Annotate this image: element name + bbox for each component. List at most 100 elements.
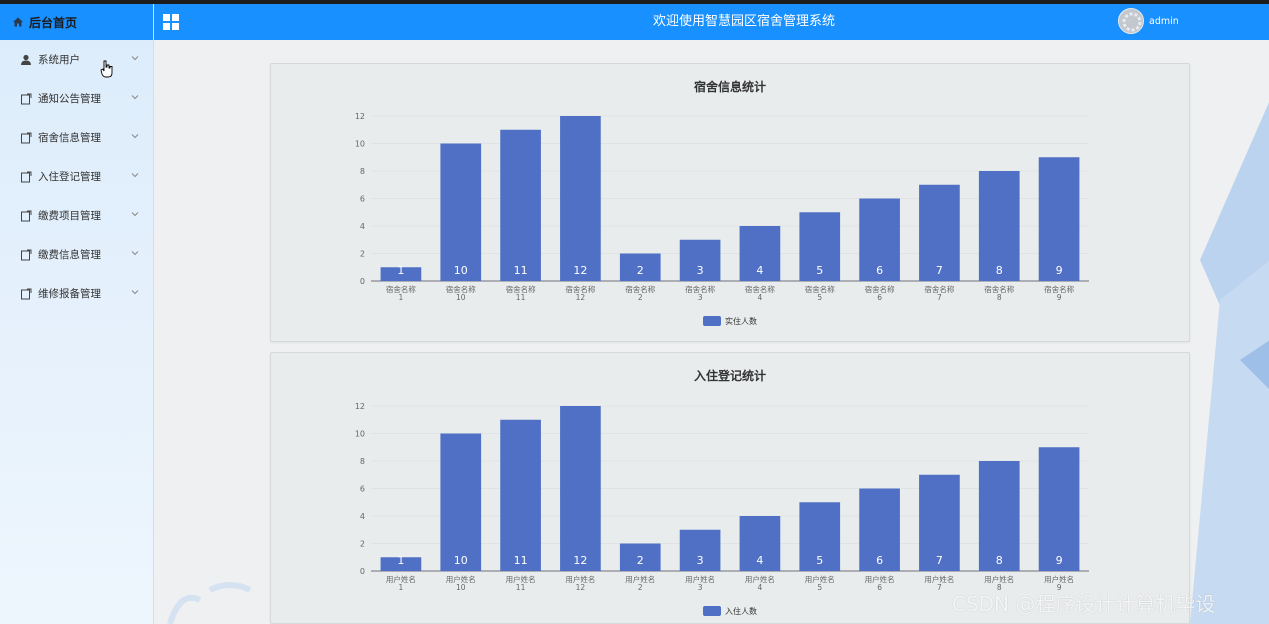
x-tick-label: 用户姓名 — [565, 574, 595, 584]
x-tick-label: 用户姓名 — [984, 574, 1014, 584]
x-tick-label: 宿舍名称 — [506, 284, 536, 294]
bar[interactable] — [739, 226, 781, 281]
x-tick-label: 宿舍名称 — [865, 284, 895, 294]
doc-icon — [21, 210, 32, 221]
chevron-down-icon — [131, 290, 139, 295]
sidebar-menu: 系统用户通知公告管理 宿舍信息管理 入住登记管理缴费项目管理缴费信息管理 维修报备管理 — [0, 40, 153, 313]
data-label: 3 — [697, 554, 704, 567]
x-tick-label: 7 — [937, 293, 942, 302]
x-tick-label: 5 — [817, 583, 822, 592]
chevron-down-icon — [131, 56, 139, 61]
y-tick-label: 2 — [360, 250, 365, 259]
x-tick-label: 4 — [758, 293, 763, 302]
bar[interactable] — [560, 116, 601, 281]
bar[interactable] — [919, 184, 960, 281]
data-label: 1 — [397, 554, 404, 567]
x-tick-label: 宿舍名称 — [745, 284, 775, 294]
bar[interactable] — [919, 474, 960, 571]
bar[interactable] — [679, 239, 721, 281]
sidebar-item-5[interactable]: 缴费信息管理 — [0, 235, 153, 274]
bar[interactable] — [619, 543, 661, 572]
sidebar-home-label: 后台首页 — [29, 15, 78, 30]
data-label: 6 — [876, 554, 883, 567]
sidebar-item-6[interactable]: 维修报备管理 — [0, 274, 153, 313]
x-tick-label: 用户姓名 — [924, 574, 954, 584]
y-tick-label: 2 — [360, 540, 365, 549]
username-label[interactable]: admin — [1149, 16, 1179, 27]
legend-swatch[interactable] — [703, 606, 721, 616]
grid-icon[interactable] — [163, 14, 179, 30]
sidebar-home-link[interactable]: 后台首页 — [0, 4, 153, 40]
avatar[interactable] — [1118, 8, 1144, 34]
data-label: 11 — [514, 264, 528, 277]
bar[interactable] — [739, 516, 781, 571]
bar[interactable] — [799, 502, 841, 571]
bar[interactable] — [440, 433, 482, 572]
bar[interactable] — [440, 143, 482, 282]
x-tick-label: 6 — [877, 583, 882, 592]
data-label: 4 — [756, 264, 763, 277]
x-tick-label: 宿舍名称 — [625, 284, 655, 294]
chevron-down-icon — [131, 134, 139, 139]
home-icon — [13, 17, 23, 27]
legend-label[interactable]: 入住人数 — [725, 606, 757, 616]
data-label: 2 — [637, 554, 644, 567]
bar[interactable] — [380, 557, 422, 571]
data-label: 10 — [454, 264, 468, 277]
x-tick-label: 8 — [997, 583, 1002, 592]
bar[interactable] — [380, 267, 422, 281]
sidebar-item-3[interactable]: 入住登记管理 — [0, 157, 153, 196]
top-strip — [0, 0, 1269, 4]
x-tick-label: 3 — [698, 583, 703, 592]
y-tick-label: 12 — [355, 112, 365, 121]
legend-label[interactable]: 实住人数 — [725, 316, 757, 326]
checkin-bar-chart: 0246810121用户姓名110用户姓名1011用户姓名1112用户姓名122… — [355, 402, 1089, 616]
sidebar-item-label: 缴费项目管理 — [38, 210, 101, 222]
bar[interactable] — [560, 406, 601, 571]
legend-swatch[interactable] — [703, 316, 721, 326]
x-tick-label: 用户姓名 — [805, 574, 835, 584]
data-label: 2 — [637, 264, 644, 277]
x-tick-label: 用户姓名 — [865, 574, 895, 584]
x-tick-label: 11 — [516, 293, 526, 302]
x-tick-label: 用户姓名 — [685, 574, 715, 584]
sidebar-item-4[interactable]: 缴费项目管理 — [0, 196, 153, 235]
bar[interactable] — [859, 488, 900, 572]
data-label: 12 — [573, 264, 587, 277]
bar[interactable] — [679, 529, 721, 571]
x-tick-label: 1 — [399, 293, 404, 302]
bar[interactable] — [1038, 157, 1080, 281]
bar[interactable] — [799, 212, 841, 281]
bar[interactable] — [1038, 447, 1080, 571]
x-tick-label: 宿舍名称 — [1044, 284, 1074, 294]
chevron-down-icon — [131, 173, 139, 178]
y-tick-label: 6 — [360, 485, 365, 494]
sidebar-item-2[interactable]: 宿舍信息管理 — [0, 118, 153, 157]
data-label: 10 — [454, 554, 468, 567]
x-tick-label: 用户姓名 — [625, 574, 655, 584]
chart-panel-checkin: 入住登记统计 0 2 4 6 8 10 12 1 用户姓名 1 10 用户姓名 10 11 用户姓名 11 12… — [270, 352, 1190, 624]
data-label: 11 — [514, 554, 528, 567]
data-label: 6 — [876, 264, 883, 277]
sidebar-item-0[interactable]: 系统用户 — [0, 40, 153, 79]
x-tick-label: 7 — [937, 583, 942, 592]
doc-icon — [21, 132, 32, 143]
sidebar-item-label: 系统用户 — [38, 54, 80, 66]
bar[interactable] — [978, 171, 1020, 281]
y-tick-label: 8 — [360, 457, 365, 466]
data-label: 9 — [1056, 264, 1063, 277]
background-decoration-bottom — [167, 582, 252, 624]
bar[interactable] — [978, 461, 1020, 571]
watermark-text: CSDN @程序设计计算机毕设 — [952, 592, 1216, 616]
bar[interactable] — [859, 198, 900, 282]
x-tick-label: 宿舍名称 — [565, 284, 595, 294]
bar[interactable] — [500, 129, 541, 281]
data-label: 9 — [1056, 554, 1063, 567]
mouse-cursor-icon — [100, 60, 113, 78]
sidebar-item-1[interactable]: 通知公告管理 — [0, 79, 153, 118]
data-label: 12 — [573, 554, 587, 567]
bar[interactable] — [619, 253, 661, 282]
data-label: 4 — [756, 554, 763, 567]
bar[interactable] — [500, 419, 541, 571]
data-label: 7 — [936, 264, 943, 277]
